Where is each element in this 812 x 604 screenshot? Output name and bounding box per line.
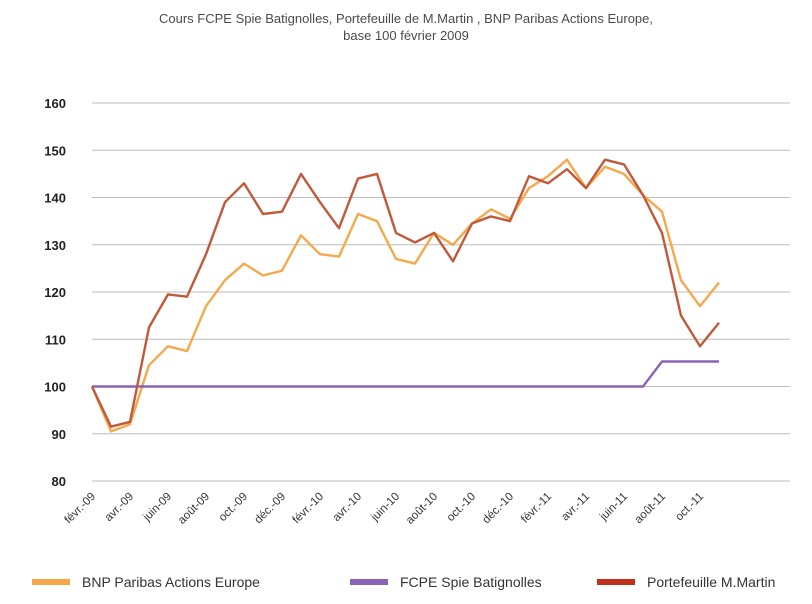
x-tick-label: févr.-10 xyxy=(291,491,327,527)
y-tick-label: 90 xyxy=(52,427,66,442)
y-tick-label: 150 xyxy=(44,143,66,158)
x-tick-label: oct.-10 xyxy=(445,491,478,524)
legend-label-fcpe: FCPE Spie Batignolles xyxy=(400,574,542,590)
legend-swatch-fcpe xyxy=(350,579,388,585)
legend-item-martin: Portefeuille M.Martin xyxy=(597,574,775,590)
x-tick-label: déc.-09 xyxy=(253,491,289,527)
x-tick-label: oct.-11 xyxy=(673,491,706,524)
legend-swatch-bnp xyxy=(32,579,70,585)
legend-label-martin: Portefeuille M.Martin xyxy=(647,574,776,590)
chart-title-line-2: base 100 février 2009 xyxy=(343,28,469,43)
y-tick-label: 100 xyxy=(44,380,66,395)
series-line-bnp-paribas-actions-europe xyxy=(90,158,720,433)
legend-item-bnp: BNP Paribas Actions Europe xyxy=(32,574,260,590)
y-tick-label: 110 xyxy=(45,332,66,347)
x-tick-label: juin-11 xyxy=(597,491,630,524)
x-tick-label: févr.-11 xyxy=(519,491,554,526)
series-line-fcpe-spie-batignolles xyxy=(92,360,719,388)
x-tick-label: août-09 xyxy=(176,491,212,527)
y-tick-label: 130 xyxy=(44,238,66,253)
y-tick-label: 140 xyxy=(44,191,66,206)
series-line-portefeuille-m-martin xyxy=(90,158,720,428)
x-tick-label: déc.-10 xyxy=(481,491,517,527)
line-chart: 80 90 100 110 120 130 140 150 160 févr.-09 avr.-09… xyxy=(44,96,790,527)
legend-label-bnp: BNP Paribas Actions Europe xyxy=(82,574,260,590)
x-tick-label: avr.-10 xyxy=(331,491,364,524)
x-tick-label: août-11 xyxy=(633,491,668,526)
x-tick-label: oct.-09 xyxy=(217,491,250,524)
y-tick-label: 120 xyxy=(44,285,66,300)
x-tick-label: août-10 xyxy=(404,491,440,527)
y-tick-label: 80 xyxy=(52,474,66,489)
legend-item-fcpe: FCPE Spie Batignolles xyxy=(350,574,542,590)
chart-title: Cours FCPE Spie Batignolles, Portefeuill… xyxy=(0,10,812,44)
chart-legend: BNP Paribas Actions Europe FCPE Spie Bat… xyxy=(0,574,812,598)
x-tick-label: juin-09 xyxy=(141,491,175,525)
y-tick-label: 160 xyxy=(44,96,66,111)
chart-title-line-1: Cours FCPE Spie Batignolles, Portefeuill… xyxy=(159,11,653,26)
x-tick-label: avr.-09 xyxy=(103,491,136,524)
x-tick-label: févr.-09 xyxy=(63,491,99,527)
x-tick-label: juin-10 xyxy=(369,491,403,525)
legend-swatch-martin xyxy=(597,579,635,585)
x-tick-label: avr.-11 xyxy=(559,491,592,524)
